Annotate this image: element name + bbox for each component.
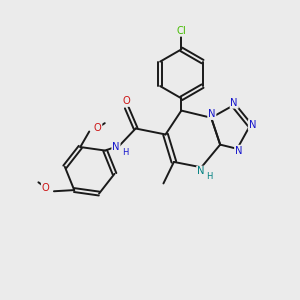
Text: N: N — [112, 142, 120, 152]
Text: N: N — [197, 167, 205, 176]
Text: O: O — [94, 123, 101, 133]
Text: N: N — [208, 109, 216, 119]
Text: H: H — [122, 148, 128, 157]
Text: N: N — [235, 146, 242, 156]
Text: N: N — [230, 98, 238, 108]
Text: O: O — [122, 96, 130, 106]
Text: O: O — [42, 183, 50, 193]
Text: N: N — [249, 120, 256, 130]
Text: Cl: Cl — [176, 26, 186, 36]
Text: H: H — [206, 172, 213, 182]
